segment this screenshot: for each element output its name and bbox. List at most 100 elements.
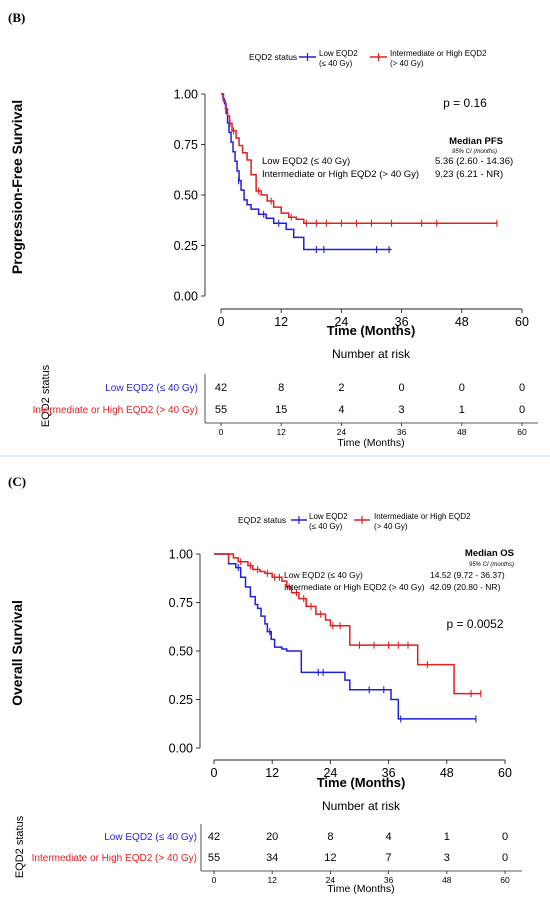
panel-b-legend-high-label: Intermediate or High EQD2 (390, 49, 487, 58)
panel-b-risk-count: 3 (399, 404, 405, 416)
panel-c-risk-count: 0 (502, 831, 508, 843)
panel-b: (B) EQD2 status Low EQD2 (≤ 40 Gy) Inter… (8, 10, 538, 449)
panel-c-plot-area: 0.00 0.25 0.50 0.75 1.00 0 12 24 36 48 60 (169, 548, 512, 781)
panel-b-risk-x-tick-label: 36 (397, 427, 407, 437)
panel-c-risk-table: Number at risk EQD2 status Low EQD2 (≤ 4… (14, 799, 522, 895)
panel-c-median-row-high-label: Intermediate or High EQD2 (> 40 Gy) (284, 582, 425, 592)
panel-c-risk-x-ticks: 0 12 24 36 48 60 (212, 871, 510, 885)
panel-c-risk-count: 0 (502, 852, 508, 864)
panel-c-risk-x-tick-label: 12 (267, 875, 277, 885)
panel-c-risk-count: 1 (444, 831, 450, 843)
panel-c-y-tick-label: 0.50 (169, 645, 193, 659)
panel-b-median-box: Median PFS 95% CI (months) Low EQD2 (≤ 4… (262, 136, 513, 180)
panel-c-risk-count: 12 (324, 852, 336, 864)
panel-b-risk-count: 8 (278, 382, 284, 394)
panel-c-risk-x-tick-label: 48 (442, 875, 452, 885)
panel-c-risk-title: Number at risk (322, 799, 401, 813)
panel-c-risk-count: 42 (208, 831, 220, 843)
panel-b-risk-x-tick-label: 12 (276, 427, 286, 437)
panel-b-median-row-low-label: Low EQD2 (≤ 40 Gy) (262, 156, 350, 167)
panel-b-high-eqd2-curve (221, 93, 497, 225)
panel-b-risk-x-tick-label: 48 (457, 427, 467, 437)
panel-c-x-tick-label: 48 (440, 766, 454, 780)
panel-c-x-tick-label: 60 (498, 766, 512, 780)
panel-b-risk-x-tick-label: 0 (219, 427, 224, 437)
panel-c-median-subtitle: 95% CI (months) (469, 562, 514, 568)
panel-b-x-tick-label: 0 (218, 315, 225, 329)
panel-b-risk-y-axis-label: EQD2 status (40, 364, 52, 427)
panel-c-median-row-low-label: Low EQD2 (≤ 40 Gy) (284, 570, 363, 580)
panel-b-risk-count: 55 (215, 404, 227, 416)
panel-b-x-axis-label: Time (Months) (327, 323, 416, 338)
panel-c-risk-row-low-label: Low EQD2 (≤ 40 Gy) (104, 832, 197, 843)
panel-c-risk-count: 34 (266, 852, 278, 864)
panel-c-risk-x-axis-label: Time (Months) (327, 883, 394, 895)
panel-c-risk-x-tick-label: 24 (326, 875, 336, 885)
panel-b-risk-title: Number at risk (332, 347, 411, 361)
panel-c-risk-count: 7 (386, 852, 392, 864)
panel-b-x-tick-label: 48 (455, 315, 469, 329)
panel-b-legend-low-sublabel: (≤ 40 Gy) (319, 59, 353, 68)
panel-b-legend-high-sublabel: (> 40 Gy) (390, 59, 424, 68)
panel-b-y-tick-label: 0.75 (174, 138, 198, 152)
panel-c-risk-x-tick-label: 60 (500, 875, 510, 885)
panel-b-median-row-low-value: 5.36 (2.60 - 14.36) (435, 156, 513, 167)
panel-c-legend-low-label: Low EQD2 (309, 512, 348, 521)
panel-b-risk-counts: 42 8 2 0 0 0 55 15 4 3 1 0 (215, 382, 525, 416)
panel-c-y-tick-label: 0.00 (169, 742, 193, 756)
panel-b-median-row-high-label: Intermediate or High EQD2 (> 40 Gy) (262, 169, 419, 180)
panel-b-risk-count: 15 (275, 404, 287, 416)
panel-c-risk-x-tick-label: 36 (384, 875, 394, 885)
panel-c-low-eqd2-curve (214, 553, 476, 720)
panel-c-y-axis-label: Overall Survival (9, 600, 25, 706)
panel-c-x-tick-label: 0 (211, 766, 218, 780)
panel-c-legend-low-sublabel: (≤ 40 Gy) (309, 522, 343, 531)
panel-c: (C) EQD2 status Low EQD2 (≤ 40 Gy) Inter… (8, 474, 522, 895)
panel-b-legend-title: EQD2 status (249, 52, 297, 62)
panel-b-legend-low-label: Low EQD2 (319, 49, 358, 58)
panel-c-legend-high-label: Intermediate or High EQD2 (374, 512, 471, 521)
panel-b-plot-area: 0.00 0.25 0.50 0.75 1.00 0 12 24 36 48 60 (174, 88, 529, 330)
panel-b-risk-x-tick-label: 24 (337, 427, 347, 437)
panel-b-x-tick-label: 24 (334, 315, 348, 329)
panel-b-risk-count: 0 (459, 382, 465, 394)
panel-c-risk-row-high-label: Intermediate or High EQD2 (> 40 Gy) (32, 853, 197, 864)
panel-b-risk-x-axis-label: Time (Months) (337, 437, 404, 449)
panel-b-label: (B) (8, 10, 25, 25)
panel-b-risk-count: 42 (215, 382, 227, 394)
panel-c-p-value: p = 0.0052 (446, 617, 503, 631)
panel-c-x-axis-label: Time (Months) (317, 775, 406, 790)
panel-b-y-axis-label: Progression-Free Survival (9, 100, 25, 274)
panel-c-y-tick-label: 1.00 (169, 548, 193, 562)
panel-b-risk-x-tick-label: 60 (517, 427, 527, 437)
panel-b-x-tick-label: 60 (515, 315, 529, 329)
panel-b-risk-row-low-label: Low EQD2 (≤ 40 Gy) (105, 383, 198, 394)
panel-c-legend: EQD2 status Low EQD2 (≤ 40 Gy) Intermedi… (238, 512, 471, 531)
panel-b-legend: EQD2 status Low EQD2 (≤ 40 Gy) Intermedi… (249, 49, 487, 68)
panel-b-risk-table: Number at risk EQD2 status Low EQD2 (≤ 4… (33, 347, 538, 449)
panel-b-y-tick-label: 1.00 (174, 88, 198, 102)
panel-c-x-tick-label: 24 (323, 766, 337, 780)
panel-c-median-row-high-value: 42.09 (20.80 - NR) (430, 582, 501, 592)
panel-c-y-tick-label: 0.25 (169, 693, 193, 707)
panel-b-y-tick-label: 0.00 (174, 290, 198, 304)
panel-b-p-value: p = 0.16 (443, 96, 487, 110)
panel-b-risk-count: 0 (399, 382, 405, 394)
panel-c-median-title: Median OS (465, 548, 514, 559)
panel-b-risk-x-ticks: 0 12 24 36 48 60 (219, 423, 527, 437)
panel-c-legend-title: EQD2 status (238, 515, 286, 525)
panel-b-risk-count: 0 (519, 404, 525, 416)
panel-c-legend-high-sublabel: (> 40 Gy) (374, 522, 408, 531)
panel-c-risk-x-tick-label: 0 (212, 875, 217, 885)
panel-b-median-title: Median PFS (449, 136, 503, 147)
panel-c-x-tick-label: 36 (382, 766, 396, 780)
panel-b-risk-count: 4 (338, 404, 344, 416)
panel-c-label: (C) (8, 474, 26, 489)
panel-c-x-tick-label: 12 (265, 766, 279, 780)
panel-c-median-box: Median OS 95% CI (months) Low EQD2 (≤ 40… (284, 548, 514, 592)
panel-b-median-subtitle: 95% CI (months) (452, 149, 497, 155)
panel-b-median-row-high-value: 9.23 (6.21 - NR) (435, 169, 503, 180)
panel-b-y-tick-label: 0.25 (174, 239, 198, 253)
